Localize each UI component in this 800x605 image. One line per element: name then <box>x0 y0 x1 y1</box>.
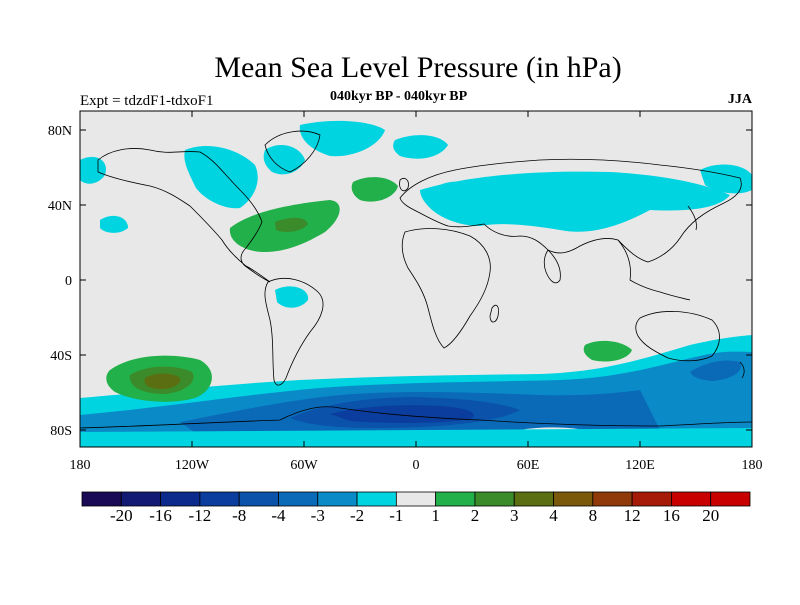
colorbar-label: -1 <box>389 506 404 525</box>
pacific-small-patch <box>100 215 128 233</box>
pressure-anomaly-field <box>80 120 752 447</box>
colorbar-swatch <box>120 491 161 507</box>
greenland-patch <box>263 145 305 175</box>
lat-tick-80s: 80S <box>50 424 72 439</box>
lat-tick-0: 0 <box>65 274 72 289</box>
colorbar <box>81 491 751 507</box>
lon-tick-60e: 60E <box>517 458 540 473</box>
lat-tick-40n: 40N <box>48 199 72 214</box>
colorbar-swatch <box>395 491 437 507</box>
colorbar-swatch <box>435 491 476 507</box>
coast-britain <box>399 178 409 192</box>
colorbar-label: -16 <box>149 506 172 525</box>
season-label: JJA <box>727 92 752 107</box>
colorbar-swatch <box>317 491 358 507</box>
colorbar-label: 20 <box>702 506 720 525</box>
coast-se-asia <box>617 239 691 301</box>
coast-north-america <box>97 148 271 283</box>
colorbar-swatch <box>553 491 594 507</box>
colorbar-label: -12 <box>188 506 212 525</box>
colorbar-swatch <box>592 491 633 507</box>
lon-tick-120e: 120E <box>625 458 655 473</box>
coast-japan <box>687 205 697 231</box>
colorbar-swatch <box>356 491 397 507</box>
colorbar-label: 12 <box>623 506 641 525</box>
antarctic-south-light <box>80 428 752 447</box>
lon-tick-0: 0 <box>413 458 420 473</box>
colorbar-label: 8 <box>588 506 598 525</box>
coast-india <box>543 249 561 284</box>
coast-africa <box>401 228 491 349</box>
colorbar-swatch <box>160 491 201 507</box>
north-atlantic-high <box>351 177 398 202</box>
arctic-patch-1 <box>299 120 385 157</box>
lon-tick-60w: 60W <box>290 458 318 473</box>
colorbar-labels: -20 -16 -12 -8 -4 -3 -2 -1 1 2 3 4 8 12 16 20 <box>0 506 800 528</box>
colorbar-label: -8 <box>232 506 247 525</box>
arctic-patch-2 <box>393 135 448 159</box>
colorbar-label: 16 <box>662 506 680 525</box>
colorbar-swatch <box>671 491 712 507</box>
south-pacific-high-core <box>144 373 181 390</box>
atlantic-small-patch <box>440 181 478 205</box>
southern-ocean-core-2 <box>330 405 474 424</box>
period-label: 040kyr BP - 040kyr BP <box>330 89 468 104</box>
east-asia-patch <box>700 164 752 194</box>
coast-europe-asia <box>399 158 742 263</box>
colorbar-label: -2 <box>349 506 365 525</box>
latitude-axis: 80N 40N 0 40S 80S <box>48 124 752 439</box>
colorbar-swatch <box>631 491 672 507</box>
south-america-patch <box>275 286 309 308</box>
colorbar-label: 1 <box>431 506 440 525</box>
coast-antarctica <box>80 406 752 429</box>
caribbean-high-core <box>275 217 308 232</box>
colorbar-swatch <box>81 491 122 507</box>
colorbar-label: -20 <box>109 506 133 525</box>
coast-greenland <box>264 130 321 173</box>
colorbar-swatch <box>199 491 240 507</box>
colorbar-label: -4 <box>271 506 286 525</box>
experiment-label: Expt = tdzdF1-tdxoF1 <box>80 93 214 109</box>
colorbar-swatch <box>710 491 751 507</box>
colorbar-label: 2 <box>470 506 480 525</box>
colorbar-swatch <box>238 491 279 507</box>
coast-australia <box>635 311 720 362</box>
lon-tick-120w: 120W <box>175 458 210 473</box>
longitude-axis: 180 120W 60W 0 60E 120E 180 <box>70 111 763 473</box>
eurasia-patch <box>420 171 730 232</box>
colorbar-swatch <box>278 491 319 507</box>
coast-new-zealand <box>739 361 745 379</box>
north-america-patch <box>184 145 258 209</box>
colorbar-label: 3 <box>509 506 519 525</box>
colorbar-swatch <box>513 491 554 507</box>
colorbar-label: 4 <box>549 506 558 525</box>
alaska-patch <box>80 156 106 184</box>
coastlines <box>80 130 752 429</box>
coast-madagascar <box>489 304 499 323</box>
lat-tick-40s: 40S <box>50 349 72 364</box>
lon-tick-180e: 180 <box>742 458 763 473</box>
indian-ocean-high <box>583 340 632 362</box>
sw-indian-core <box>690 360 741 381</box>
coast-south-america <box>264 278 324 386</box>
lon-tick-180w: 180 <box>70 458 91 473</box>
colorbar-swatch <box>474 491 515 507</box>
lat-tick-80n: 80N <box>48 124 72 139</box>
chart-title: Mean Sea Level Pressure (in hPa) <box>214 51 622 84</box>
colorbar-label: -3 <box>310 506 325 525</box>
